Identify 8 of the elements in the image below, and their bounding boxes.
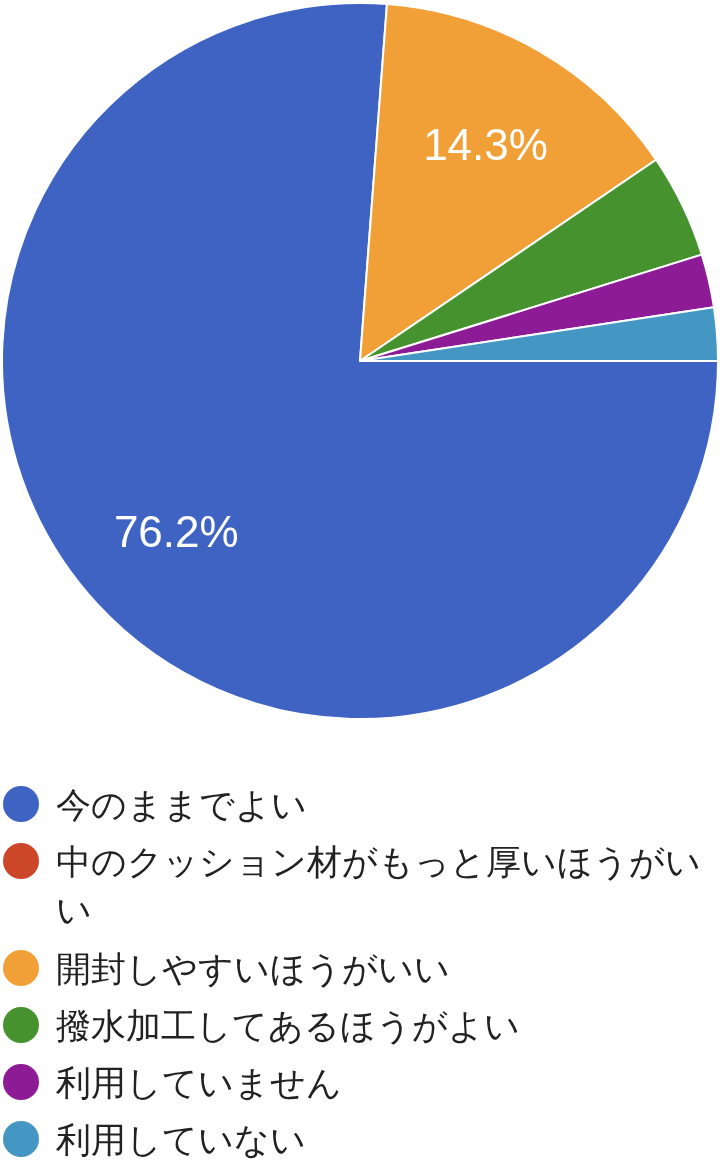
legend-label: 利用していない — [56, 1119, 306, 1159]
legend-label: 撥水加工してあるほうがよい — [56, 1005, 520, 1045]
legend-label: 中のクッション材がもっと厚いほうがいい — [56, 841, 701, 929]
legend-label: 今のままでよい — [56, 784, 307, 824]
legend-label: 利用していません — [56, 1062, 342, 1102]
data-label: 14.3% — [423, 119, 548, 169]
legend-label: 開封しやすいほうがいい — [56, 948, 450, 988]
data-label: 76.2% — [113, 506, 239, 556]
